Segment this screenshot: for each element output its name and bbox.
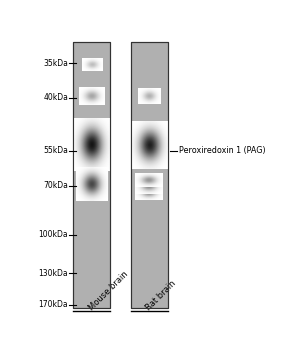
Text: 55kDa: 55kDa — [43, 146, 68, 155]
Bar — [131, 42, 168, 308]
Text: 100kDa: 100kDa — [39, 230, 68, 239]
Bar — [131, 42, 168, 308]
Text: Rat brain: Rat brain — [144, 279, 178, 312]
Text: 130kDa: 130kDa — [39, 268, 68, 278]
Text: 170kDa: 170kDa — [39, 300, 68, 309]
Text: 70kDa: 70kDa — [43, 181, 68, 190]
Bar — [73, 42, 110, 308]
Text: 40kDa: 40kDa — [43, 93, 68, 103]
Text: Peroxiredoxin 1 (PAG): Peroxiredoxin 1 (PAG) — [179, 146, 265, 155]
Bar — [73, 42, 110, 308]
Text: 35kDa: 35kDa — [43, 58, 68, 68]
Text: Mouse brain: Mouse brain — [87, 269, 130, 312]
